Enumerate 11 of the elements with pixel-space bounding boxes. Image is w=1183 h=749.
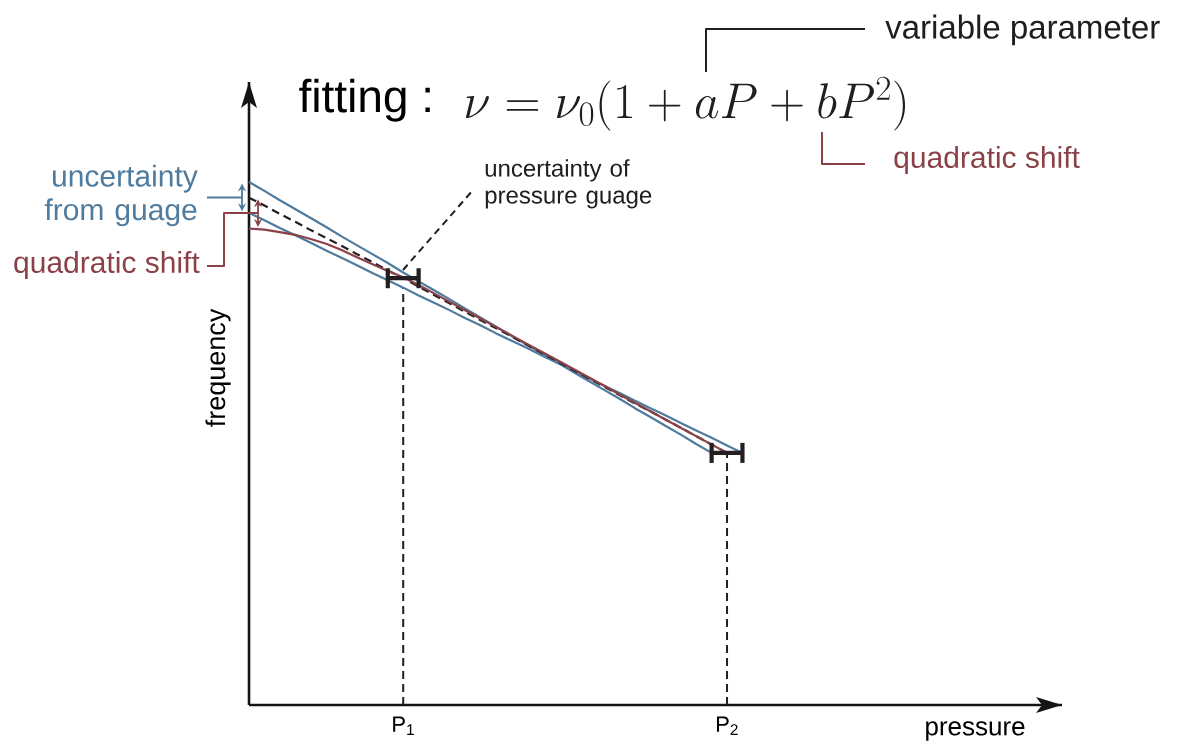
text: quadratic shift [894, 146, 1080, 174]
text: variable parameter [885, 14, 1160, 46]
chart-title: fitting : [299, 78, 430, 122]
annotation: uncertainty of pressure guage [485, 159, 652, 209]
x-axis-title: pressure [926, 721, 1025, 741]
text: $\nu = \nu_0(1 + aP + bP^2)$ [465, 76, 906, 131]
x-tick-label: P$_{1}$ [393, 716, 414, 735]
x-tick-label: P$_{2}$ [716, 716, 738, 735]
y-axis-title: frequency [205, 308, 231, 427]
text: quadratic shift [14, 251, 200, 279]
text: uncertainty from guage [44, 164, 198, 227]
